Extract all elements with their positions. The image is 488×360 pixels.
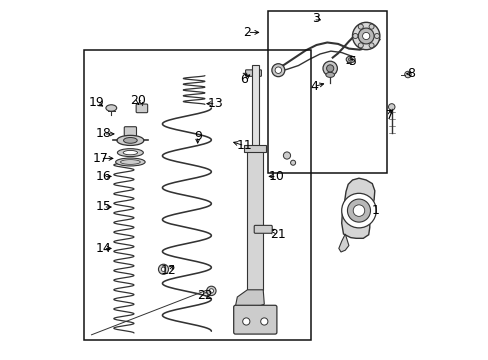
Text: 5: 5	[348, 55, 356, 68]
Text: 12: 12	[160, 264, 176, 277]
FancyBboxPatch shape	[254, 225, 272, 233]
FancyBboxPatch shape	[233, 305, 276, 334]
Circle shape	[209, 289, 213, 293]
Text: 4: 4	[310, 80, 318, 93]
Text: 15: 15	[95, 201, 111, 213]
Ellipse shape	[117, 135, 143, 145]
Circle shape	[341, 193, 375, 228]
Ellipse shape	[120, 160, 140, 164]
Circle shape	[358, 28, 373, 44]
Text: 19: 19	[89, 96, 104, 109]
Circle shape	[260, 318, 267, 325]
Circle shape	[283, 152, 290, 159]
Circle shape	[358, 43, 363, 48]
Circle shape	[290, 160, 295, 165]
Circle shape	[387, 104, 394, 110]
Circle shape	[352, 22, 379, 50]
Ellipse shape	[348, 58, 352, 61]
Text: 18: 18	[95, 127, 111, 140]
Ellipse shape	[117, 149, 143, 157]
Circle shape	[161, 267, 165, 271]
Text: 13: 13	[207, 97, 223, 110]
FancyBboxPatch shape	[124, 127, 136, 136]
Text: 11: 11	[236, 139, 252, 152]
Circle shape	[242, 318, 249, 325]
Text: 1: 1	[371, 204, 379, 217]
Circle shape	[404, 71, 410, 78]
Circle shape	[271, 64, 284, 77]
Polygon shape	[235, 290, 264, 311]
Text: 7: 7	[386, 109, 393, 122]
Text: 10: 10	[268, 170, 284, 183]
Bar	[267, 11, 386, 173]
Text: 17: 17	[92, 152, 108, 165]
Ellipse shape	[123, 138, 137, 143]
FancyBboxPatch shape	[136, 104, 147, 113]
Circle shape	[158, 264, 168, 274]
Bar	[251, 65, 258, 148]
Circle shape	[368, 43, 373, 48]
FancyBboxPatch shape	[245, 70, 261, 76]
Polygon shape	[341, 178, 374, 238]
Text: 2: 2	[243, 26, 251, 39]
Circle shape	[347, 199, 370, 222]
Bar	[247, 148, 263, 290]
Circle shape	[352, 33, 357, 39]
Circle shape	[352, 205, 364, 216]
Circle shape	[275, 67, 281, 73]
Circle shape	[358, 24, 363, 29]
Circle shape	[368, 24, 373, 29]
Text: 22: 22	[197, 289, 212, 302]
Text: 6: 6	[239, 73, 247, 86]
Polygon shape	[338, 234, 348, 252]
Text: 9: 9	[193, 130, 201, 143]
Circle shape	[206, 286, 216, 296]
Bar	[244, 145, 265, 152]
Text: 16: 16	[95, 170, 111, 183]
Circle shape	[322, 61, 337, 76]
Circle shape	[374, 33, 379, 39]
Bar	[84, 50, 310, 340]
Text: 21: 21	[269, 228, 285, 241]
Text: 20: 20	[130, 94, 146, 107]
Ellipse shape	[325, 72, 334, 77]
Circle shape	[326, 65, 333, 72]
Text: 14: 14	[95, 242, 111, 255]
Text: 8: 8	[406, 67, 414, 80]
Ellipse shape	[106, 105, 117, 111]
Text: 3: 3	[312, 12, 320, 24]
Ellipse shape	[115, 158, 145, 166]
Circle shape	[362, 32, 369, 40]
Ellipse shape	[346, 56, 354, 63]
Ellipse shape	[123, 150, 137, 155]
